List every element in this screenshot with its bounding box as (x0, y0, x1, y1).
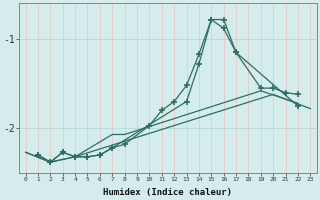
X-axis label: Humidex (Indice chaleur): Humidex (Indice chaleur) (103, 188, 232, 197)
